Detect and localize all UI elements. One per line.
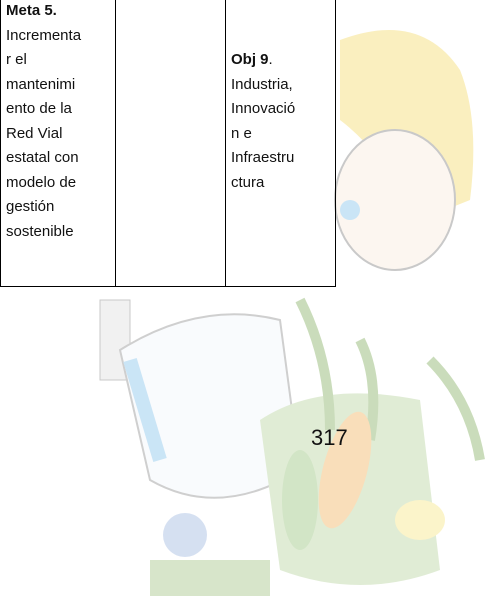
cell-line: Infraestru	[231, 149, 295, 166]
cell-line: Incrementa	[6, 26, 82, 44]
cell-line: r el	[6, 51, 27, 68]
cell-line: Red Vial	[6, 124, 63, 142]
cell-line: ento de la	[6, 100, 72, 117]
goals-table: Meta 5. Incrementa r el mantenimi ento de la…	[0, 0, 336, 287]
cell-line: Industria,	[231, 75, 293, 93]
cell-line: modelo de	[6, 173, 77, 191]
table-cell	[115, 0, 226, 287]
page-number: 317	[311, 425, 348, 450]
cell-line: ctura	[231, 173, 265, 191]
cell-line: mantenimi	[6, 75, 76, 93]
cell-line: Innovació	[231, 100, 296, 117]
cell-line: sostenible	[6, 222, 74, 240]
table-cell: Obj 9. Industria, Innovació n e Infraestru ct…	[225, 0, 336, 287]
table-cell: Meta 5. Incrementa r el mantenimi ento de la…	[0, 0, 116, 287]
cell-line: n e	[231, 124, 252, 142]
cell-heading-tail: .	[268, 51, 273, 68]
cell-heading: Obj 9	[231, 51, 269, 68]
cell-line: gestión	[6, 198, 55, 215]
cell-line: estatal con	[6, 149, 79, 166]
cell-heading: Meta 5.	[6, 2, 57, 19]
